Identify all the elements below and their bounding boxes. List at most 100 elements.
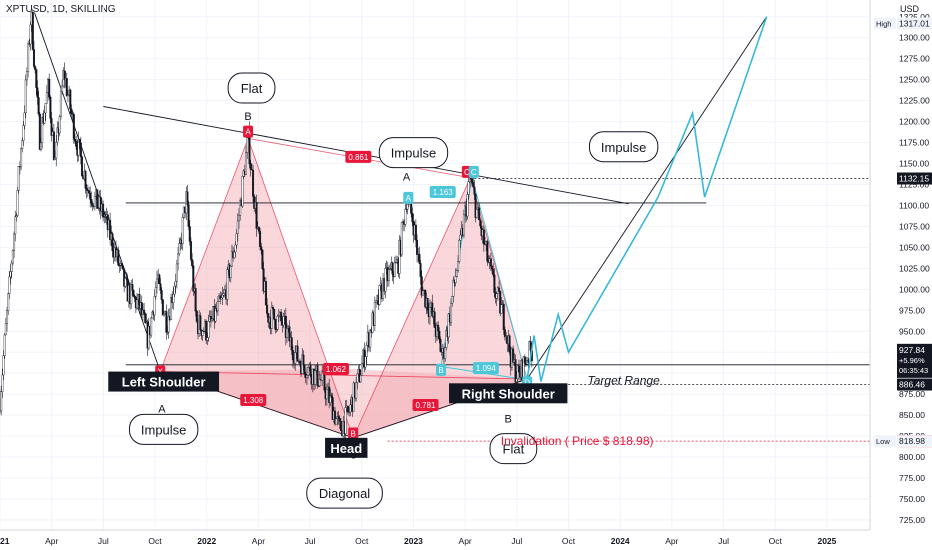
price-tick-label: 800.00 xyxy=(899,452,925,462)
candle-body xyxy=(330,395,333,398)
time-tick-label: 2022 xyxy=(197,536,216,546)
candle-body xyxy=(404,208,407,225)
harmonic-edge-teal xyxy=(471,177,528,381)
price-tick-label: 1150.00 xyxy=(899,159,929,169)
candle-body xyxy=(54,157,57,160)
price-tag: Low 818.98 xyxy=(874,435,932,448)
harmonic-edge xyxy=(247,138,354,438)
candle-body xyxy=(122,265,125,270)
candle-body xyxy=(38,113,41,150)
candle-body xyxy=(270,307,273,329)
candle-body xyxy=(153,296,156,316)
candle-body xyxy=(173,285,176,295)
candle-body xyxy=(454,276,457,283)
wave-bubble: Impulse xyxy=(588,131,659,163)
price-tick-label: 875.00 xyxy=(899,389,925,399)
candle-body xyxy=(321,370,324,381)
candle-body xyxy=(375,300,378,303)
candle-body xyxy=(34,66,37,70)
ratio-label: 1.062 xyxy=(322,362,349,375)
ratio-label: 1.094 xyxy=(472,362,499,375)
candle-body xyxy=(276,316,279,330)
candle-body xyxy=(31,11,34,50)
candle-body xyxy=(325,389,328,400)
candle-body xyxy=(291,350,294,360)
candle-body xyxy=(426,298,429,311)
candle-body xyxy=(400,222,403,256)
wave-bubble: Impulse xyxy=(128,413,199,445)
candle-body xyxy=(49,96,52,119)
candle-body xyxy=(22,125,25,141)
candle-body xyxy=(398,239,401,274)
candle-body xyxy=(29,24,32,45)
price-tag-value: 1317.01 xyxy=(899,18,930,28)
candle-body xyxy=(455,270,458,277)
projection-path xyxy=(526,16,768,382)
candle-body xyxy=(373,302,376,326)
candles xyxy=(0,8,533,441)
candle-body xyxy=(36,87,39,98)
ratio-label-box xyxy=(412,399,439,412)
candle-body xyxy=(411,213,414,223)
price-tick-label: 1175.00 xyxy=(899,138,929,148)
price-tag-value: 886.46 xyxy=(899,380,925,390)
candle-body xyxy=(161,299,164,316)
chart-title: XPTUSD, 1D, SKILLING xyxy=(6,4,116,15)
annotation: Target Range xyxy=(588,374,661,388)
price-tag-value: 1132.15 xyxy=(899,173,929,183)
candle-body xyxy=(447,313,450,338)
time-tick-label: 2021 xyxy=(0,536,10,546)
wave-bubble-text: Flat xyxy=(241,81,263,96)
price-tick-label: 750.00 xyxy=(899,494,925,504)
pattern-label-box xyxy=(108,371,220,392)
price-tick-label: 975.00 xyxy=(899,305,925,315)
candle-body xyxy=(264,281,267,306)
ratio-label-box xyxy=(472,362,499,375)
candle-body xyxy=(58,116,61,134)
wave-label: C xyxy=(702,0,710,3)
candle-body xyxy=(428,307,431,317)
candle-body xyxy=(89,192,92,200)
wave-label: B xyxy=(244,111,251,123)
candle-body xyxy=(266,304,269,314)
candle-body xyxy=(349,404,352,413)
candle-body xyxy=(233,251,236,259)
time-tick-label: Apr xyxy=(459,536,472,546)
candle-body xyxy=(20,148,23,168)
candle-body xyxy=(346,405,349,413)
candle-body xyxy=(255,202,258,229)
candle-body xyxy=(172,294,175,303)
candle-body xyxy=(473,186,476,195)
candle-body xyxy=(503,329,506,338)
candle-body xyxy=(498,287,501,292)
candle-body xyxy=(187,204,190,227)
candle-body xyxy=(246,137,249,153)
candle-body xyxy=(174,280,177,287)
candle-body xyxy=(286,328,289,338)
price-tick-label: 1225.00 xyxy=(899,96,930,106)
wave-bubble-box xyxy=(306,477,383,509)
candle-body xyxy=(489,258,492,267)
time-tick-label: 2025 xyxy=(817,536,836,546)
candle-body xyxy=(159,283,162,291)
harmonic-edge xyxy=(160,371,528,380)
time-tick-label: Oct xyxy=(355,536,369,546)
price-tick-label: 1200.00 xyxy=(899,117,930,127)
candle-body xyxy=(517,365,520,373)
candle-body xyxy=(66,94,69,96)
candle-body xyxy=(406,204,409,210)
candle-body xyxy=(271,307,274,310)
candle-body xyxy=(466,194,469,217)
point-marker-label: A xyxy=(245,128,251,137)
candle-body xyxy=(24,79,27,114)
harmonic-fill xyxy=(160,138,354,438)
price-axis-bg xyxy=(870,0,932,550)
point-marker-label: B xyxy=(438,366,443,375)
candle-body xyxy=(237,215,240,222)
time-tick-label: Jul xyxy=(98,536,109,546)
candle-body xyxy=(189,241,192,260)
candle-body xyxy=(125,277,128,280)
candle-body xyxy=(131,284,134,291)
candle-body xyxy=(416,239,419,255)
